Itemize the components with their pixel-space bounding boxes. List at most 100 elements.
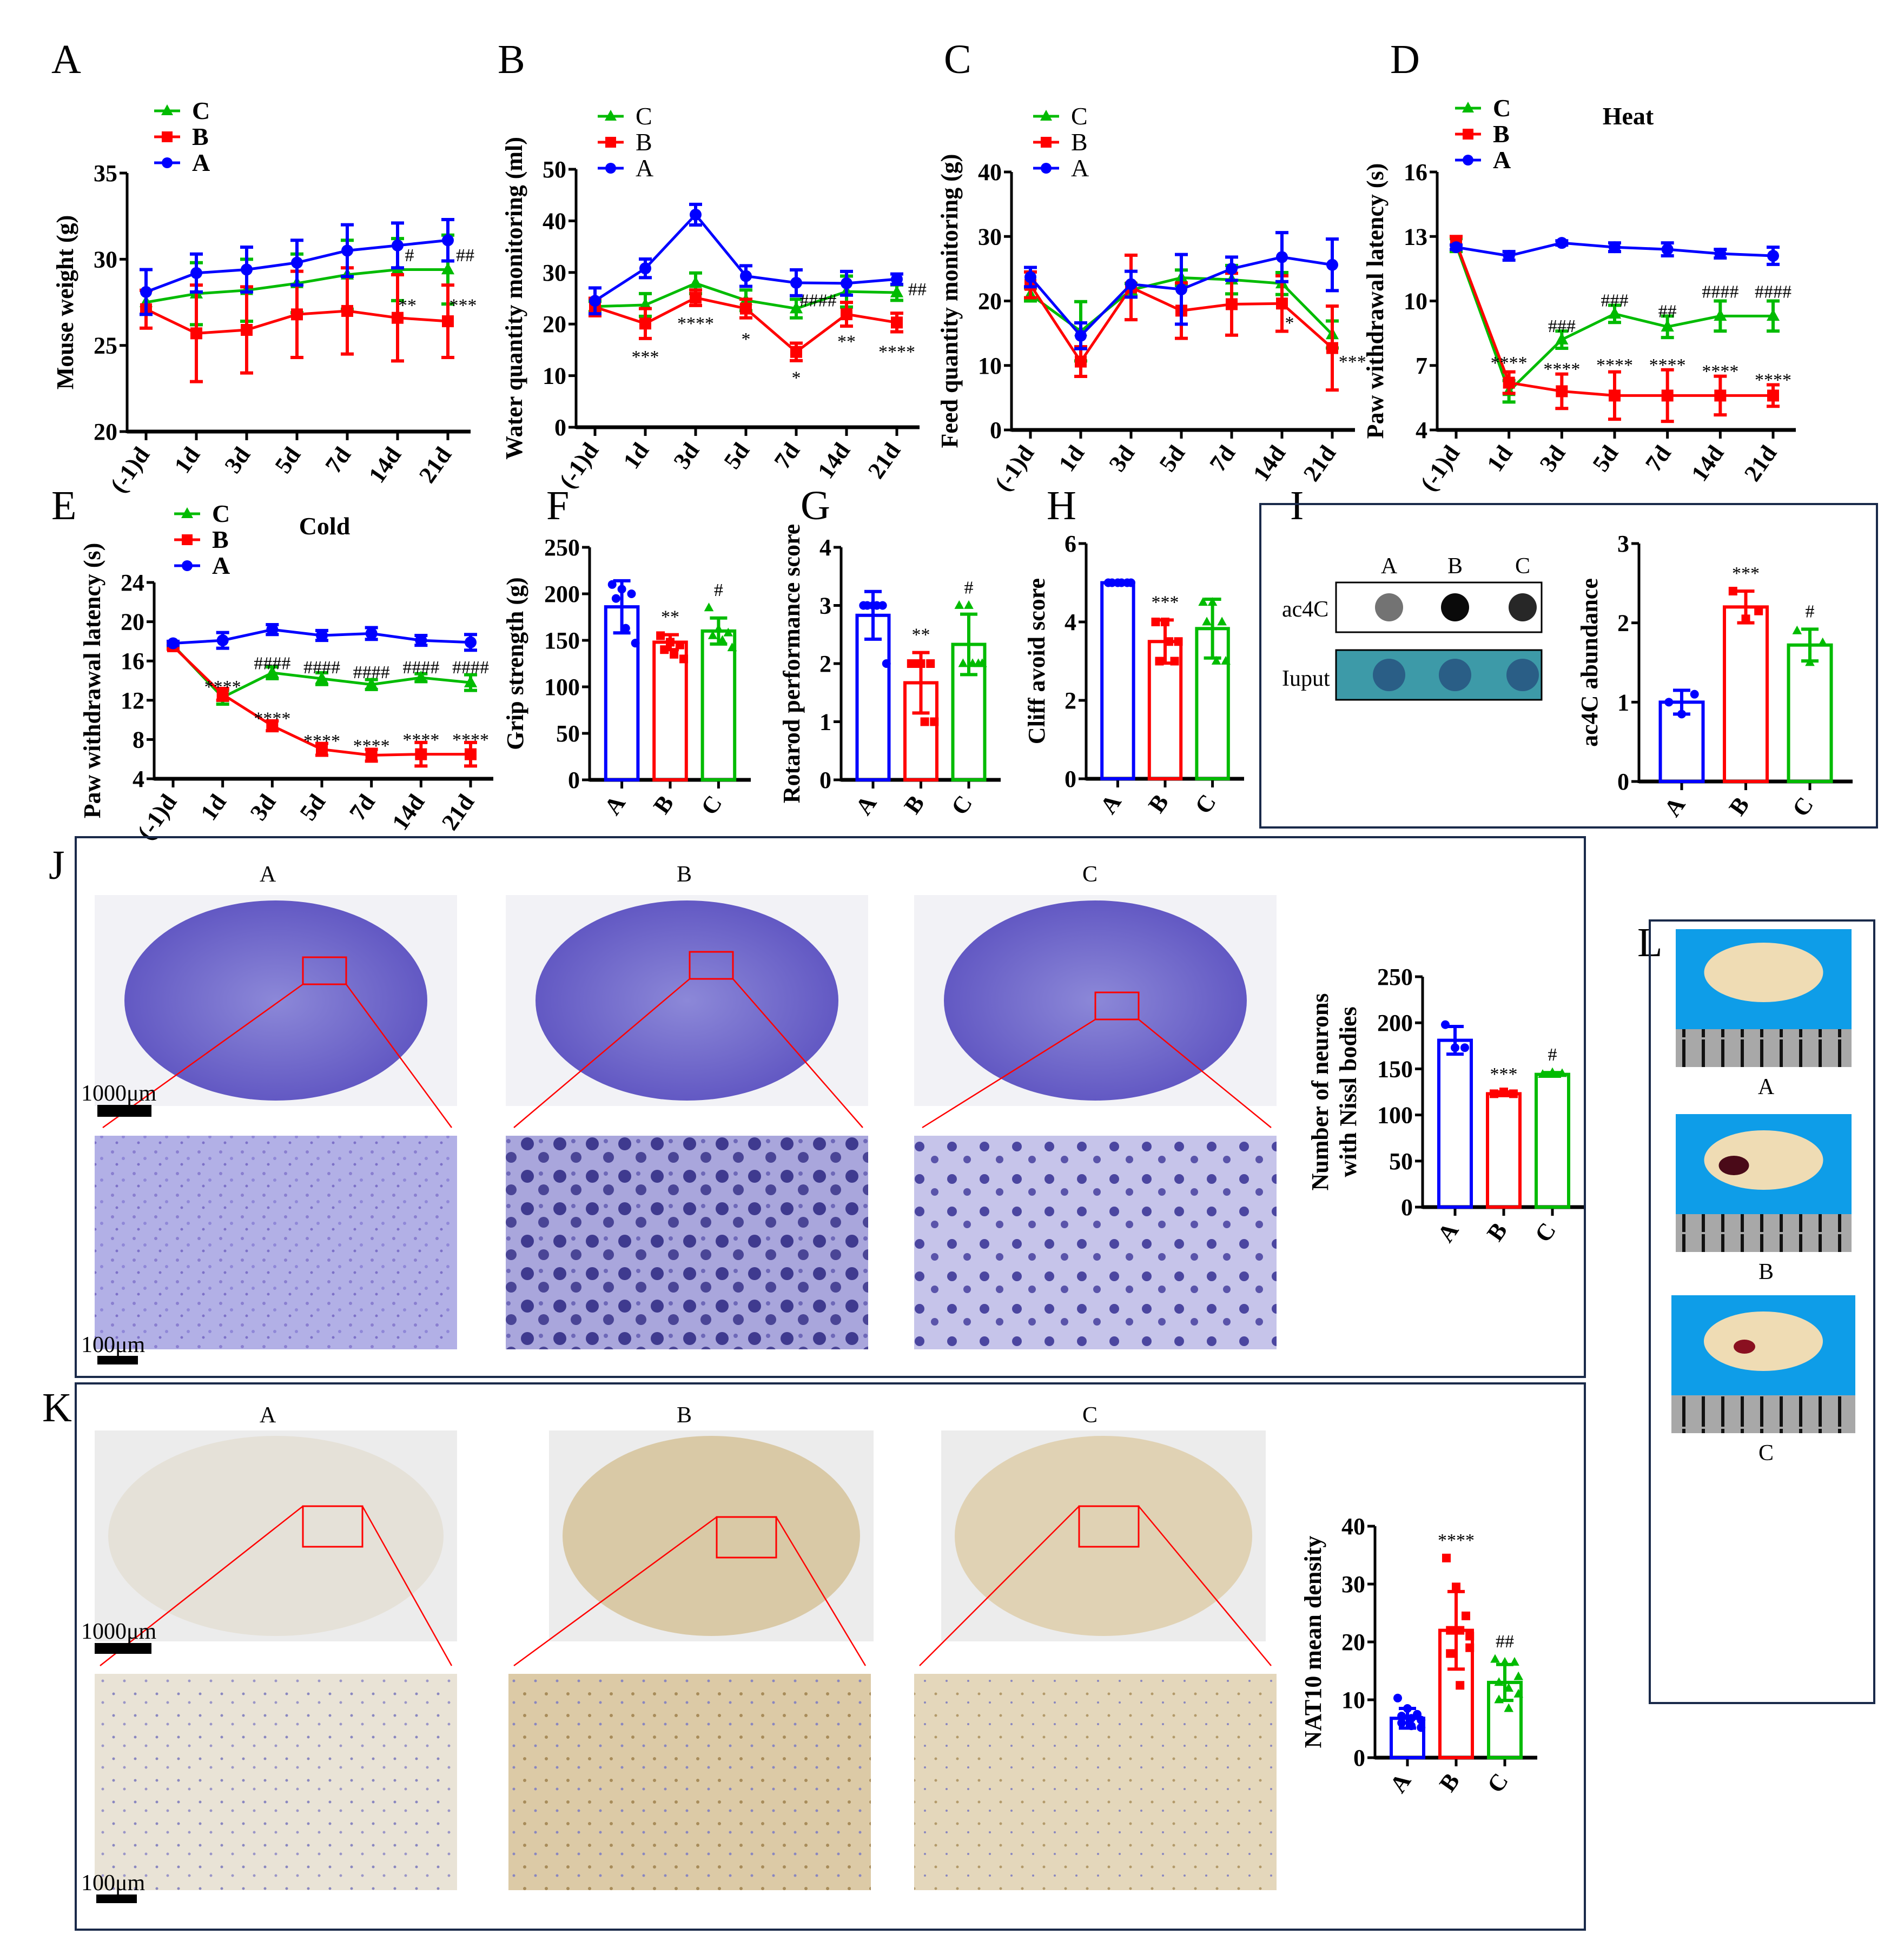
data-point — [1661, 320, 1674, 332]
blot-lane-label: C — [1515, 554, 1530, 579]
dot-blot: A B C ac4C Iuput — [1282, 554, 1543, 701]
x-tick-label: 3d — [245, 790, 281, 825]
data-point — [1326, 342, 1338, 354]
x-tick-label: (-1)d — [105, 442, 155, 498]
x-tick-label: C — [1482, 1768, 1513, 1798]
data-point — [1125, 278, 1137, 290]
data-point — [1198, 597, 1208, 606]
legend-label: B — [1493, 120, 1510, 148]
data-point — [621, 624, 630, 633]
panel-letter-b: B — [498, 37, 525, 82]
legend-label: A — [636, 154, 653, 182]
x-tick-label: 5d — [269, 442, 306, 478]
group-label: B — [677, 862, 692, 887]
data-point — [1792, 625, 1802, 634]
x-tick-label: 14d — [387, 790, 429, 835]
data-point — [1608, 307, 1622, 319]
legend-label: C — [192, 97, 210, 124]
zoom-region-box — [1094, 991, 1140, 1021]
zoom-region-box — [302, 1505, 363, 1548]
x-tick-label: 1d — [1053, 441, 1089, 476]
zoom-arrow — [361, 1506, 453, 1666]
data-point — [789, 301, 803, 314]
significance-label: * — [742, 329, 751, 349]
data-point — [1165, 637, 1174, 646]
y-tick-label: 4 — [1416, 417, 1427, 443]
brain-section — [124, 900, 427, 1101]
x-tick-label: 7d — [1640, 441, 1676, 476]
data-point — [589, 295, 601, 307]
significance-label: ### — [1548, 316, 1576, 336]
y-axis-label: Number of neurons — [1307, 993, 1333, 1190]
significance-label: **** — [402, 730, 439, 750]
data-point — [365, 749, 378, 761]
y-tick-label: 200 — [544, 581, 580, 607]
brain-slice — [1704, 1311, 1823, 1371]
legend-label: C — [1071, 102, 1088, 130]
data-point — [679, 654, 689, 664]
y-tick-label: 100 — [1377, 1102, 1413, 1129]
data-point — [1465, 1632, 1475, 1641]
x-tick-label: A — [1095, 789, 1126, 818]
data-point — [190, 327, 202, 340]
zoom-arrow — [1138, 1506, 1272, 1666]
data-point — [727, 642, 737, 652]
data-point — [1490, 1654, 1500, 1663]
magnified-section-image — [95, 1674, 457, 1890]
data-point — [442, 315, 454, 328]
data-point — [1211, 655, 1221, 665]
significance-label: *** — [1732, 564, 1760, 584]
x-tick-label: A — [1659, 792, 1690, 821]
legend-marker — [161, 104, 173, 115]
x-tick-label: (-1)d — [989, 441, 1039, 496]
ruler — [1671, 1395, 1855, 1433]
y-tick-label: 30 — [94, 246, 117, 273]
brain-section — [536, 900, 838, 1101]
data-point — [704, 602, 714, 612]
chart-j: 0 50 100 150 200 250 A B C Number of neurons with … — [1307, 964, 1585, 1247]
zoom-arrow — [345, 984, 453, 1128]
significance-label: ## — [456, 246, 474, 266]
brain-photo-b: B — [1676, 1114, 1852, 1284]
significance-label: ### — [1601, 291, 1629, 311]
y-tick-label: 3 — [1617, 531, 1629, 557]
data-point — [140, 286, 152, 298]
brain-section — [563, 1436, 860, 1636]
data-point — [675, 640, 684, 650]
data-point — [1217, 617, 1227, 626]
data-point — [920, 717, 929, 726]
data-point — [1754, 606, 1763, 615]
data-point — [740, 270, 752, 282]
x-tick-label: 14d — [812, 438, 855, 483]
y-tick-label: 7 — [1416, 353, 1427, 379]
bar-group-c — [1787, 625, 1833, 783]
scale-bar — [97, 1356, 138, 1364]
x-tick-label: 7d — [769, 438, 805, 474]
series-a — [167, 623, 477, 652]
x-tick-label: B — [648, 791, 679, 819]
x-tick-label: 3d — [668, 438, 704, 474]
y-tick-label: 16 — [121, 648, 144, 674]
data-point — [790, 346, 802, 358]
brain-photo-c: C — [1671, 1295, 1855, 1466]
data-point — [639, 317, 651, 330]
data-point — [639, 262, 651, 275]
legend-marker — [605, 137, 616, 148]
y-tick-label: 3 — [819, 593, 831, 619]
significance-label: ** — [912, 625, 930, 645]
y-tick-label: 16 — [1404, 159, 1427, 186]
significance-label: ## — [908, 280, 927, 300]
data-point — [266, 719, 279, 732]
y-axis-label: Mouse weight (g) — [52, 215, 78, 390]
zoom-region-box — [689, 951, 734, 980]
x-tick-label: B — [1434, 1768, 1465, 1797]
bar-group-b — [1723, 587, 1769, 784]
x-tick-label: 1d — [169, 442, 205, 478]
bar — [1723, 605, 1769, 784]
bar — [1437, 1038, 1473, 1209]
chart-title: Cold — [299, 512, 351, 540]
x-tick-label: C — [1530, 1218, 1561, 1247]
brain-photo-a: A — [1676, 929, 1852, 1099]
